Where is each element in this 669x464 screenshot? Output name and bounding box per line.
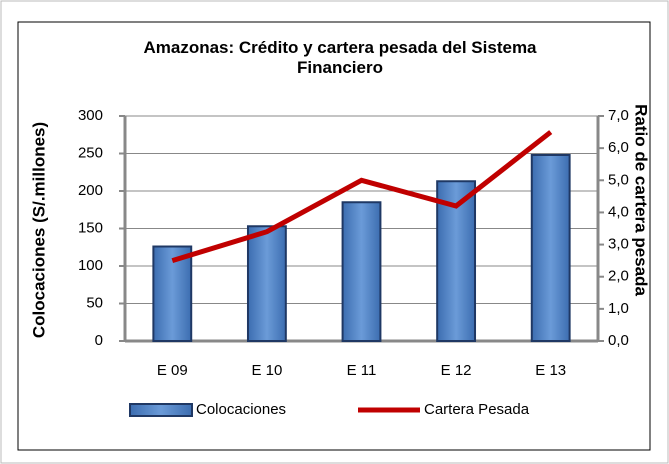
x-tick-label: E 09 xyxy=(157,362,188,379)
legend-label: Cartera Pesada xyxy=(424,401,530,418)
y2-tick-label: 7,0 xyxy=(608,107,629,124)
chart-title: Amazonas: Crédito y cartera pesada del S… xyxy=(143,38,537,77)
y-tick-label: 200 xyxy=(78,182,103,199)
bar xyxy=(341,201,382,342)
y-tick-label: 250 xyxy=(78,144,103,161)
y2-axis-title: Ratio de cartera pesada xyxy=(632,104,651,296)
x-tick-label: E 10 xyxy=(251,362,282,379)
y2-tick-label: 5,0 xyxy=(608,171,629,188)
y-tick-label: 100 xyxy=(78,257,103,274)
y-tick-label: 300 xyxy=(78,107,103,124)
legend-swatch xyxy=(129,403,193,417)
y2-tick-label: 2,0 xyxy=(608,268,629,285)
y2-tick-label: 4,0 xyxy=(608,203,629,220)
bar xyxy=(530,154,571,342)
bar xyxy=(152,245,193,342)
y2-tick-label: 1,0 xyxy=(608,300,629,317)
x-tick-label: E 12 xyxy=(441,362,472,379)
x-tick-label: E 13 xyxy=(535,362,566,379)
y-tick-label: 50 xyxy=(86,294,103,311)
y2-tick-label: 3,0 xyxy=(608,236,629,253)
bar xyxy=(246,225,287,342)
x-tick-label: E 11 xyxy=(347,362,377,379)
line xyxy=(171,130,553,264)
y2-tick-label: 6,0 xyxy=(608,139,629,156)
legend-label: Colocaciones xyxy=(196,401,286,418)
y-axis-title: Colocaciones (S/.millones) xyxy=(29,122,48,338)
y-tick-label: 150 xyxy=(78,219,103,236)
y-tick-label: 0 xyxy=(95,332,103,349)
y2-tick-label: 0,0 xyxy=(608,332,629,349)
